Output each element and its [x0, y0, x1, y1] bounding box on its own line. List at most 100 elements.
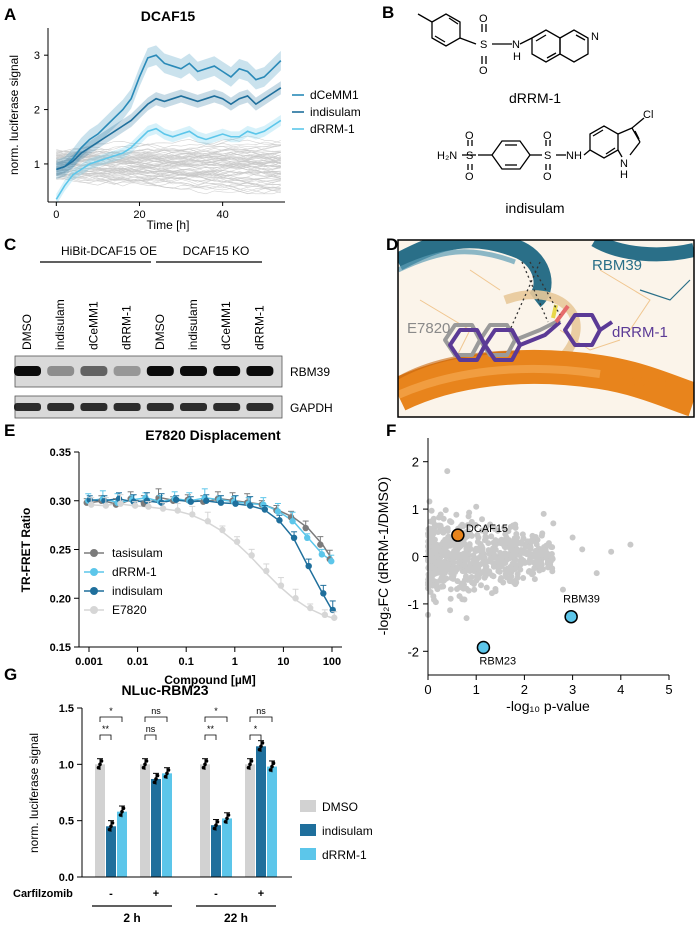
gapdh-band	[80, 403, 108, 411]
replicate-dot	[246, 765, 251, 770]
y-tick-label: 2	[34, 105, 40, 117]
panel-f-xlabel: -log₁₀ p-value	[506, 698, 590, 714]
panel-label-e: E	[4, 421, 15, 440]
point-e7820	[233, 538, 241, 545]
replicate-dot	[144, 759, 149, 763]
y-tick-label: 3	[34, 50, 40, 62]
protein-point	[479, 553, 486, 560]
panel-g-legend: DMSO indisulam dRRM-1	[300, 800, 373, 862]
protein-point	[461, 596, 468, 603]
drrm1-atom-o-top: O	[479, 13, 488, 25]
replicate-dot	[109, 824, 113, 829]
replicate-dot	[152, 780, 157, 785]
carfilzomib-sign: +	[258, 888, 264, 900]
y-tick-label: 1.0	[59, 759, 74, 771]
replicate-dot	[141, 765, 146, 770]
rbm39-band	[113, 366, 141, 376]
legend-marker-drrm-1	[90, 568, 98, 576]
protein-point	[559, 586, 566, 593]
indisulam-structure	[462, 117, 645, 170]
y-tick-label: 1.5	[59, 703, 74, 715]
panel-c-group1-label: HiBit-DCAF15 OE	[61, 244, 157, 258]
panel-a-error-bands	[56, 45, 281, 205]
panel-label-d: D	[386, 235, 398, 254]
point-indisulam	[320, 590, 327, 597]
blot-rbm39-bands	[14, 366, 274, 376]
indisulam-atom-n-indole: N	[620, 158, 628, 170]
panel-d-e7820-label: E7820	[407, 320, 450, 337]
lane-label-1: indisulam	[53, 299, 67, 350]
sig-label-top: *	[109, 706, 113, 716]
gapdh-band	[47, 403, 75, 411]
replicate-dot	[154, 777, 158, 781]
highlight-label-rbm39: RBM39	[563, 594, 600, 606]
point-e7820	[263, 567, 270, 575]
background-trace	[56, 175, 281, 190]
gapdh-band	[146, 403, 174, 411]
protein-point	[495, 563, 502, 570]
legend-swatch-dmso	[300, 800, 316, 812]
gapdh-band	[213, 403, 241, 411]
x-tick-label: 10	[277, 656, 289, 668]
background-trace	[56, 150, 281, 163]
point-drrm-1	[318, 551, 326, 558]
carfilzomib-sign: -	[109, 888, 113, 900]
point-tasisulam	[317, 541, 324, 548]
background-trace	[56, 173, 281, 195]
background-trace	[56, 161, 281, 178]
protein-point	[428, 557, 435, 564]
protein-point	[500, 579, 507, 586]
protein-point	[513, 547, 520, 554]
protein-point	[501, 524, 508, 531]
protein-point	[510, 522, 517, 529]
protein-point	[513, 539, 520, 546]
point-indisulam	[261, 506, 269, 513]
x-tick-label: 0.001	[75, 656, 103, 668]
point-indisulam	[246, 502, 254, 509]
protein-point	[430, 596, 437, 603]
replicate-dot	[226, 813, 231, 817]
panel-d-rbm39-label: RBM39	[592, 257, 642, 274]
panel-e-ylabel: TR-FRET Ratio	[19, 508, 33, 593]
point-e7820	[219, 526, 226, 534]
protein-point	[529, 536, 536, 543]
protein-point	[547, 543, 554, 550]
indisulam-atom-s1: S	[466, 150, 473, 162]
protein-point	[453, 511, 460, 518]
point-e7820	[331, 614, 338, 621]
replicate-dot	[118, 813, 123, 817]
protein-point	[474, 571, 481, 578]
line-indisulam	[56, 87, 282, 171]
protein-point	[465, 587, 472, 594]
bar-dmso	[140, 764, 150, 877]
indisulam-atom-nh: NH	[566, 150, 582, 162]
protein-point	[442, 542, 449, 549]
replicate-dot	[96, 765, 101, 770]
indisulam-atom-o3: O	[543, 130, 552, 142]
point-indisulam	[305, 562, 312, 570]
protein-point	[479, 516, 486, 523]
y-tick-label: -1	[407, 597, 419, 612]
protein-point	[472, 547, 479, 554]
protein-point	[457, 541, 464, 548]
protein-point	[442, 507, 449, 514]
protein-point	[426, 573, 433, 580]
indisulam-atom-s2: S	[544, 150, 551, 162]
protein-point	[508, 552, 515, 559]
drrm1-atom-n: N	[512, 39, 520, 51]
protein-point	[436, 560, 443, 567]
protein-point	[485, 540, 492, 547]
y-tick-label: -2	[407, 644, 419, 659]
protein-point	[441, 549, 448, 556]
protein-point	[478, 527, 485, 534]
sig-label-top: ns	[151, 706, 161, 716]
legend-label-indisulam: indisulam	[310, 105, 361, 119]
indisulam-atom-o1: O	[465, 130, 474, 142]
replicate-dot	[271, 761, 276, 766]
protein-point	[494, 527, 501, 534]
panel-label-b: B	[382, 3, 394, 22]
y-tick-label: 0.25	[50, 545, 71, 557]
protein-point	[426, 525, 433, 532]
protein-point	[446, 550, 453, 557]
gapdh-band	[113, 403, 141, 411]
